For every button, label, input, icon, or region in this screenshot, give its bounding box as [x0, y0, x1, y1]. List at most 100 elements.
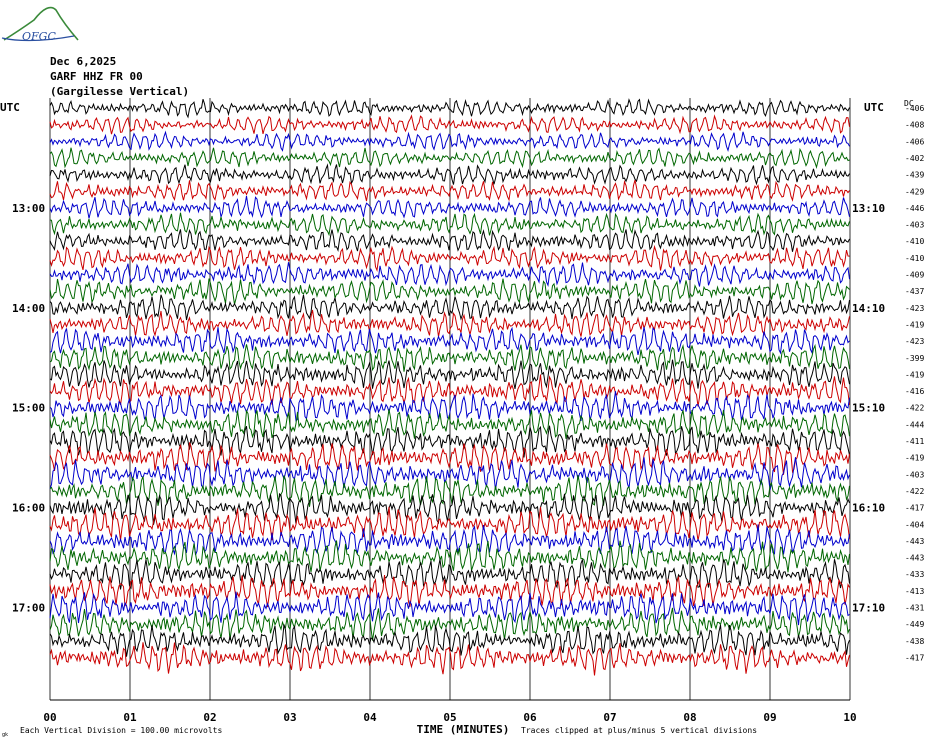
- hour-label-right: 15:10: [852, 402, 885, 415]
- seismic-trace: [49, 524, 850, 556]
- hour-label-left: 16:00: [12, 502, 45, 515]
- dc-offset-label: -423: [905, 337, 924, 346]
- hour-label-left: 15:00: [12, 402, 45, 415]
- seismic-trace: [49, 558, 850, 590]
- dc-offset-label: -419: [905, 454, 924, 463]
- seismic-trace: [49, 212, 850, 237]
- dc-offset-label: -408: [905, 121, 924, 130]
- seismic-trace: [49, 262, 850, 288]
- dc-offset-label: -422: [905, 487, 924, 496]
- seismic-trace: [49, 492, 850, 525]
- seismic-trace: [49, 326, 850, 356]
- dc-header-label: DC: [904, 99, 914, 108]
- dc-offset-label: -431: [905, 604, 924, 613]
- x-tick-label: 02: [203, 711, 216, 724]
- dc-offset-label: -443: [905, 537, 924, 546]
- seismic-trace: [49, 163, 850, 186]
- utc-label-right: UTC: [864, 101, 884, 114]
- hour-label-right: 17:10: [852, 602, 885, 615]
- hour-label-left: 17:00: [12, 602, 45, 615]
- dc-offset-label: -437: [905, 287, 924, 296]
- seismic-trace: [49, 391, 850, 422]
- x-tick-label: 01: [123, 711, 137, 724]
- dc-offset-label: -449: [905, 620, 924, 629]
- seismic-trace: [49, 179, 850, 202]
- dc-offset-label: -429: [905, 187, 924, 196]
- seismic-trace: [49, 425, 850, 458]
- seismic-trace: [49, 575, 850, 608]
- seismic-trace: [49, 244, 850, 273]
- dc-offset-label: -419: [905, 320, 924, 329]
- header-location: (Gargilesse Vertical): [50, 85, 190, 98]
- seismic-trace: [49, 409, 850, 439]
- dc-offset-label: -438: [905, 637, 924, 646]
- seismic-trace: [49, 195, 850, 219]
- hour-label-right: 14:10: [852, 302, 885, 315]
- dc-offset-label: -439: [905, 171, 924, 180]
- x-axis-title: TIME (MINUTES): [417, 723, 510, 736]
- dc-offset-label: -446: [905, 204, 924, 213]
- dc-offset-label: -409: [905, 271, 924, 280]
- dc-offset-label: -419: [905, 370, 924, 379]
- x-tick-label: 09: [763, 711, 776, 724]
- seismic-trace: [49, 98, 850, 119]
- x-tick-label: 04: [363, 711, 377, 724]
- x-tick-label: 10: [843, 711, 856, 724]
- x-tick-label: 03: [283, 711, 296, 724]
- dc-offset-label: -433: [905, 570, 924, 579]
- x-tick-label: 05: [443, 711, 456, 724]
- header-date: Dec 6,2025: [50, 55, 117, 68]
- hour-label-left: 14:00: [12, 302, 45, 315]
- x-tick-label: 06: [523, 711, 537, 724]
- footer-scale-note: Each Vertical Division = 100.00 microvol…: [20, 726, 222, 735]
- dc-offset-label: -399: [905, 354, 924, 363]
- x-tick-label: 07: [603, 711, 616, 724]
- dc-offset-label: -443: [905, 554, 924, 563]
- x-tick-label: 08: [683, 711, 696, 724]
- ofgc-logo: OFGC: [1, 6, 79, 43]
- dc-offset-label: -417: [905, 653, 924, 662]
- dc-offset-label: -410: [905, 237, 924, 246]
- dc-offset-label: -417: [905, 504, 924, 513]
- seismic-trace: [49, 506, 850, 541]
- x-tick-label: 00: [43, 711, 56, 724]
- dc-offset-label: -406: [905, 104, 924, 113]
- seismic-trace: [49, 457, 850, 491]
- seismic-trace: [49, 294, 850, 321]
- seismic-trace: [49, 591, 850, 626]
- dc-offset-label: -416: [905, 387, 924, 396]
- dc-offset-label: -403: [905, 221, 924, 230]
- seismic-trace: [49, 130, 850, 152]
- seismic-trace: [49, 229, 850, 253]
- seismic-trace: [49, 359, 850, 389]
- seismic-trace: [49, 607, 850, 641]
- dc-offset-label: -422: [905, 404, 924, 413]
- utc-label-left: UTC: [0, 101, 20, 114]
- seismic-trace: [49, 642, 850, 676]
- seismic-trace: [49, 540, 850, 573]
- logo-text: OFGC: [22, 30, 56, 43]
- hour-label-left: 13:00: [12, 202, 45, 215]
- dc-offset-label: -402: [905, 154, 924, 163]
- dc-offset-label: -410: [905, 254, 924, 263]
- seismic-trace: [49, 147, 850, 170]
- dc-offset-label: -403: [905, 470, 924, 479]
- seismic-trace: [49, 114, 850, 135]
- hour-label-right: 16:10: [852, 502, 885, 515]
- dc-offset-label: -404: [905, 520, 924, 529]
- dc-offset-label: -413: [905, 587, 924, 596]
- seismic-trace: [49, 343, 850, 372]
- dc-offset-label: -406: [905, 137, 924, 146]
- header-station: GARF HHZ FR 00: [50, 70, 143, 83]
- seismic-trace: [49, 278, 850, 305]
- dc-offset-label: -423: [905, 304, 924, 313]
- footer-left-mark: gk: [2, 732, 8, 738]
- hour-label-right: 13:10: [852, 202, 885, 215]
- footer-clip-note: Traces clipped at plus/minus 5 vertical …: [521, 726, 757, 735]
- dc-offset-label: -444: [905, 420, 924, 429]
- seismic-trace: [49, 624, 850, 657]
- dc-offset-label: -411: [905, 437, 924, 446]
- seismic-trace: [49, 442, 850, 475]
- seismic-trace: [49, 309, 850, 337]
